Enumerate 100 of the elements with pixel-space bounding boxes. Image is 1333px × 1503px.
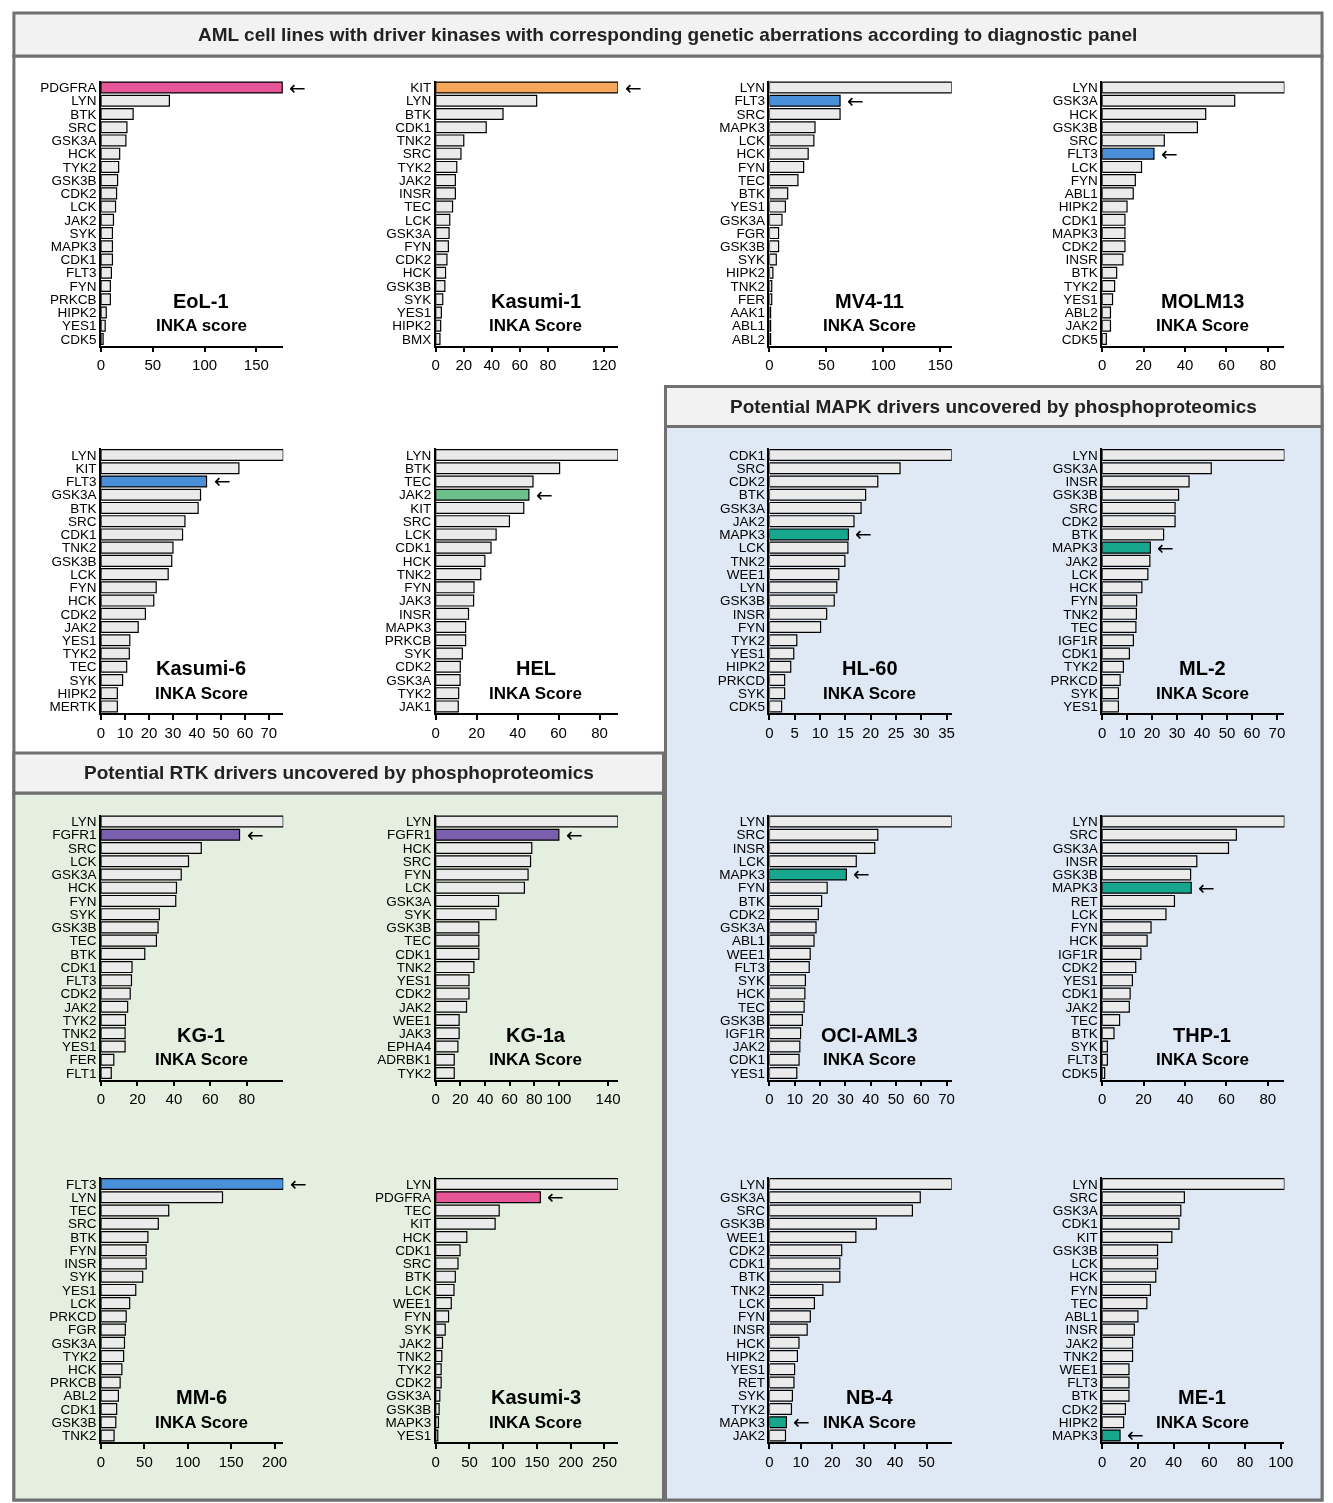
y-tick-label: GSK3B [386,1401,432,1417]
y-tick-label: CDK2 [1061,959,1098,975]
y-tick-label: GSK3B [51,1414,97,1430]
y-tick-label: CDK1 [60,527,97,543]
y-tick-label: BTK [738,893,766,909]
x-tick-label: 150 [524,1452,550,1470]
y-tick-label: TEC [404,474,432,490]
annotation: ← [566,823,583,847]
y-tick-label: BTK [1071,1388,1098,1404]
y-tick-label: HIPK2 [57,305,97,321]
y-tick-label: YES1 [730,199,766,215]
x-tick-label: 100 [490,1452,516,1470]
x-tick-label: 100 [192,356,218,374]
y-tick-label: GSK3B [719,1216,766,1232]
y-tick-label: BTK [1071,265,1098,281]
x-tick-label: 30 [1168,723,1186,741]
y-tick-label: INSR [732,840,766,856]
y-tick-label: PDGFRA [375,1190,432,1206]
y-tick-label: INSR [399,606,432,622]
y-tick-label: TEC [738,999,766,1015]
x-tick-label: 150 [927,356,953,374]
y-tick-label: HCK [1069,933,1098,949]
x-tick-label: 30 [164,723,182,741]
text: MM-6 [176,1386,228,1408]
annotation: ← [625,76,642,100]
y-tick-label: HCK [68,593,97,609]
y-tick-label: BTK [405,460,432,476]
y-tick-label: LYN [406,93,432,109]
x-tick-label: 200 [558,1452,584,1470]
y-tick-label: FYN [69,1242,97,1258]
y-tick-label: JAK2 [64,212,97,228]
y-tick-label: SYK [738,973,766,989]
y-tick-label: GSK3B [386,278,432,294]
x-tick-label: 0 [96,1452,106,1470]
y-tick-label: LYN [406,814,432,830]
x-tick-label: 60 [202,1090,219,1108]
y-tick-label: LYN [739,80,766,96]
text: KG-1a [506,1024,566,1046]
y-tick-label: LYN [1072,447,1098,463]
y-tick-label: LYN [1072,814,1098,830]
y-tick-label: BTK [70,500,97,516]
y-tick-label: TNK2 [1063,606,1098,622]
y-tick-label: FLT3 [66,973,97,989]
y-tick-label: CDK2 [729,474,766,490]
y-tick-label: SYK [404,906,432,922]
y-tick-label: HCK [68,146,97,162]
y-tick-label: GSK3A [1052,93,1098,109]
y-tick-label: TYK2 [731,1401,766,1417]
y-tick-label: TNK2 [396,959,432,975]
x-axis-title: INKA score [156,316,248,335]
y-tick-label: GSK3B [719,1012,766,1028]
y-tick-label: TNK2 [62,1025,97,1041]
y-tick-label: GSK3A [719,212,766,228]
x-tick-label: 10 [792,1452,810,1470]
y-tick-label: SRC [68,1216,97,1232]
y-tick-label: PRKCD [1050,672,1098,688]
y-tick-label: LYN [406,447,432,463]
text: Potential MAPK drivers uncovered by phosphoproteomics [730,396,1257,417]
y-tick-label: JAK2 [64,619,97,635]
annotation: ← [855,522,872,546]
annotation: ← [247,823,264,847]
y-tick-label: JAK2 [1065,318,1098,334]
y-tick-label: PRKCD [717,672,766,688]
y-tick-label: GSK3A [1052,840,1098,856]
y-tick-label: GSK3A [51,133,97,149]
y-tick-label: LYN [1072,80,1098,96]
y-tick-label: INSR [732,606,766,622]
y-tick-label: GSK3A [386,893,432,909]
x-axis-title: INKA Score [1156,684,1249,703]
y-tick-label: JAK2 [399,487,432,503]
x-axis-title: INKA Score [489,684,582,703]
annotation: ← [547,1185,564,1209]
x-tick-label: 50 [461,1452,478,1470]
y-tick-label: FER [69,1052,97,1068]
y-tick-label: SYK [738,685,766,701]
y-tick-label: SYK [1070,1039,1098,1055]
x-tick-label: 0 [1098,356,1107,374]
x-tick-label: 80 [1236,1452,1254,1470]
y-tick-label: LCK [405,527,432,543]
y-tick-label: CDK2 [729,1242,766,1258]
x-tick-label: 70 [1268,723,1286,741]
y-tick-label: SRC [68,840,97,856]
y-tick-label: INSR [1065,474,1098,490]
y-tick-label: CDK1 [395,946,432,962]
y-tick-label: TNK2 [1063,1348,1098,1364]
y-tick-label: GSK3B [51,920,97,936]
y-tick-label: INSR [1065,252,1098,268]
y-tick-label: MAPK3 [719,527,766,543]
y-tick-label: BTK [70,1229,97,1245]
y-tick-label: FLT3 [1067,1375,1098,1391]
y-tick-label: MAPK3 [50,239,97,255]
x-tick-label: 50 [144,356,162,374]
y-tick-label: HCK [736,1335,766,1351]
text: KG-1 [177,1024,225,1046]
text: NB-4 [846,1386,894,1408]
y-tick-label: KIT [410,500,432,516]
y-tick-label: GSK3A [386,672,432,688]
y-tick-label: HCK [402,265,432,281]
x-tick-label: 40 [1165,1452,1182,1470]
x-axis-title: INKA Score [489,1050,582,1069]
